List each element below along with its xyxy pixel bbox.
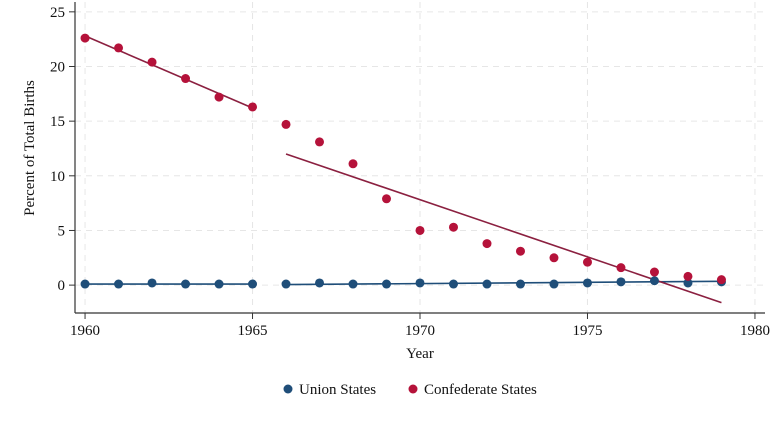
point-confederate <box>448 222 458 232</box>
point-union <box>214 279 224 289</box>
point-confederate <box>382 194 392 204</box>
point-union <box>147 278 157 288</box>
y-tick-label: 20 <box>50 59 65 75</box>
point-confederate <box>415 225 425 235</box>
y-tick-label: 0 <box>58 278 66 294</box>
point-confederate <box>114 43 124 53</box>
point-confederate <box>315 137 325 147</box>
axes: 1960 1965 1970 1975 1980 0 5 10 15 20 25 <box>50 2 770 339</box>
point-confederate <box>214 92 224 102</box>
point-confederate <box>80 33 90 43</box>
x-tick-label: 1975 <box>572 323 602 339</box>
point-confederate <box>482 239 492 249</box>
point-union <box>649 276 659 286</box>
fit-line-confederate <box>285 153 722 304</box>
data-points <box>80 33 726 289</box>
y-tick-label: 10 <box>50 169 65 185</box>
point-union <box>281 279 291 289</box>
legend-item-confederate: Confederate States <box>408 382 537 398</box>
point-union <box>448 279 458 289</box>
y-axis-label: Percent of Total Births <box>22 80 38 216</box>
legend-marker-confederate <box>408 384 418 394</box>
point-union <box>181 279 191 289</box>
point-union <box>80 279 90 289</box>
legend: Union States Confederate States <box>283 382 537 398</box>
point-confederate <box>147 57 157 67</box>
y-tick-label: 5 <box>58 223 66 239</box>
point-union <box>482 279 492 289</box>
point-confederate <box>281 119 291 129</box>
point-confederate <box>582 257 592 267</box>
point-union <box>515 279 525 289</box>
x-axis-label: Year <box>406 346 434 362</box>
point-union <box>248 279 258 289</box>
point-confederate <box>683 271 693 281</box>
gridlines <box>75 2 765 313</box>
point-union <box>683 278 693 288</box>
point-confederate <box>348 159 358 169</box>
point-union <box>315 278 325 288</box>
x-tick-label: 1965 <box>238 323 268 339</box>
fit-line-confederate <box>84 35 253 109</box>
x-tick-label: 1960 <box>70 323 100 339</box>
point-confederate <box>716 275 726 285</box>
fit-lines <box>84 35 722 304</box>
point-confederate <box>549 253 559 263</box>
point-confederate <box>248 102 258 112</box>
legend-item-union: Union States <box>283 382 376 398</box>
x-tick-label: 1970 <box>405 323 435 339</box>
point-union <box>549 279 559 289</box>
y-tick-label: 25 <box>50 5 65 21</box>
point-confederate <box>616 263 626 273</box>
point-union <box>582 278 592 288</box>
x-tick-label: 1980 <box>740 323 770 339</box>
point-union <box>382 279 392 289</box>
point-union <box>348 279 358 289</box>
point-union <box>114 279 124 289</box>
point-union <box>415 278 425 288</box>
point-union <box>616 277 626 287</box>
point-confederate <box>181 74 191 84</box>
point-confederate <box>649 267 659 277</box>
legend-label-union: Union States <box>299 382 376 398</box>
point-confederate <box>515 246 525 256</box>
legend-marker-union <box>283 384 293 394</box>
y-tick-label: 15 <box>50 114 65 130</box>
fit-line-union <box>286 280 722 286</box>
legend-label-confederate: Confederate States <box>424 382 537 398</box>
